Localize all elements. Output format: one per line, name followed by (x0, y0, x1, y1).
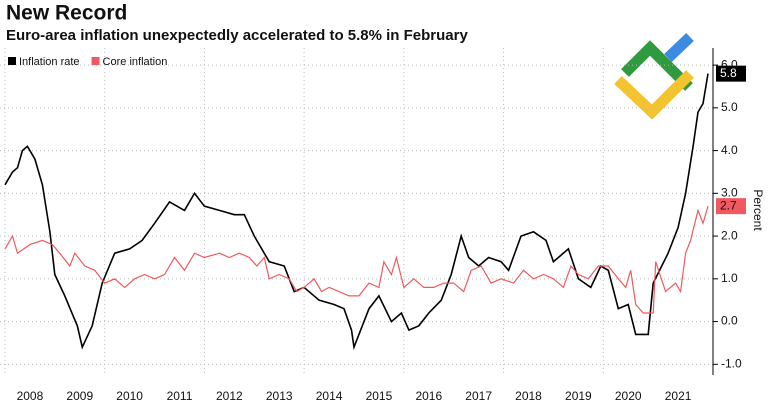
end-tag (716, 65, 746, 82)
y-tick-label: 1.0 (721, 271, 738, 285)
y-tick-label: 4.0 (721, 143, 738, 157)
x-tick-label: 2020 (615, 389, 642, 403)
x-tick-label: 2011 (167, 389, 193, 403)
x-tick-label: 2019 (565, 389, 592, 403)
y-axis-label: Percent (751, 189, 765, 231)
series-line (4, 206, 709, 314)
end-label: 5.8 (720, 66, 737, 80)
x-tick-label: 2012 (216, 389, 243, 403)
y-tick-label: 2.0 (721, 228, 738, 242)
chart-title: New Record (6, 2, 127, 25)
end-tag (716, 198, 746, 215)
x-tick-label: 2016 (415, 389, 442, 403)
x-tick-label: 2010 (116, 389, 143, 403)
logo-blue (664, 33, 694, 62)
legend-swatch (8, 57, 16, 65)
chart-subtitle: Euro-area inflation unexpectedly acceler… (6, 27, 468, 44)
x-tick-label: 2021 (665, 389, 692, 403)
y-tick-label: 3.0 (721, 186, 738, 200)
logo-yellow (614, 70, 694, 120)
end-label: 2.7 (720, 198, 737, 212)
y-tick-label: -1.0 (721, 356, 742, 370)
series-line (4, 73, 709, 351)
x-tick-label: 2008 (17, 389, 44, 403)
x-tick-label: 2013 (266, 389, 293, 403)
x-tick-label: 2009 (66, 389, 93, 403)
y-tick-label: 5.0 (721, 100, 738, 114)
x-tick-label: 2017 (465, 389, 492, 403)
x-tick-label: 2015 (366, 389, 393, 403)
x-tick-label: 2014 (316, 389, 343, 403)
x-tick-label: 2018 (515, 389, 542, 403)
legend-label: Core inflation (103, 56, 168, 68)
legend-label: Inflation rate (19, 56, 80, 68)
legend-swatch (91, 57, 100, 65)
y-tick-label: 0.0 (721, 314, 738, 328)
logo (614, 33, 694, 120)
logo-green (621, 40, 693, 91)
